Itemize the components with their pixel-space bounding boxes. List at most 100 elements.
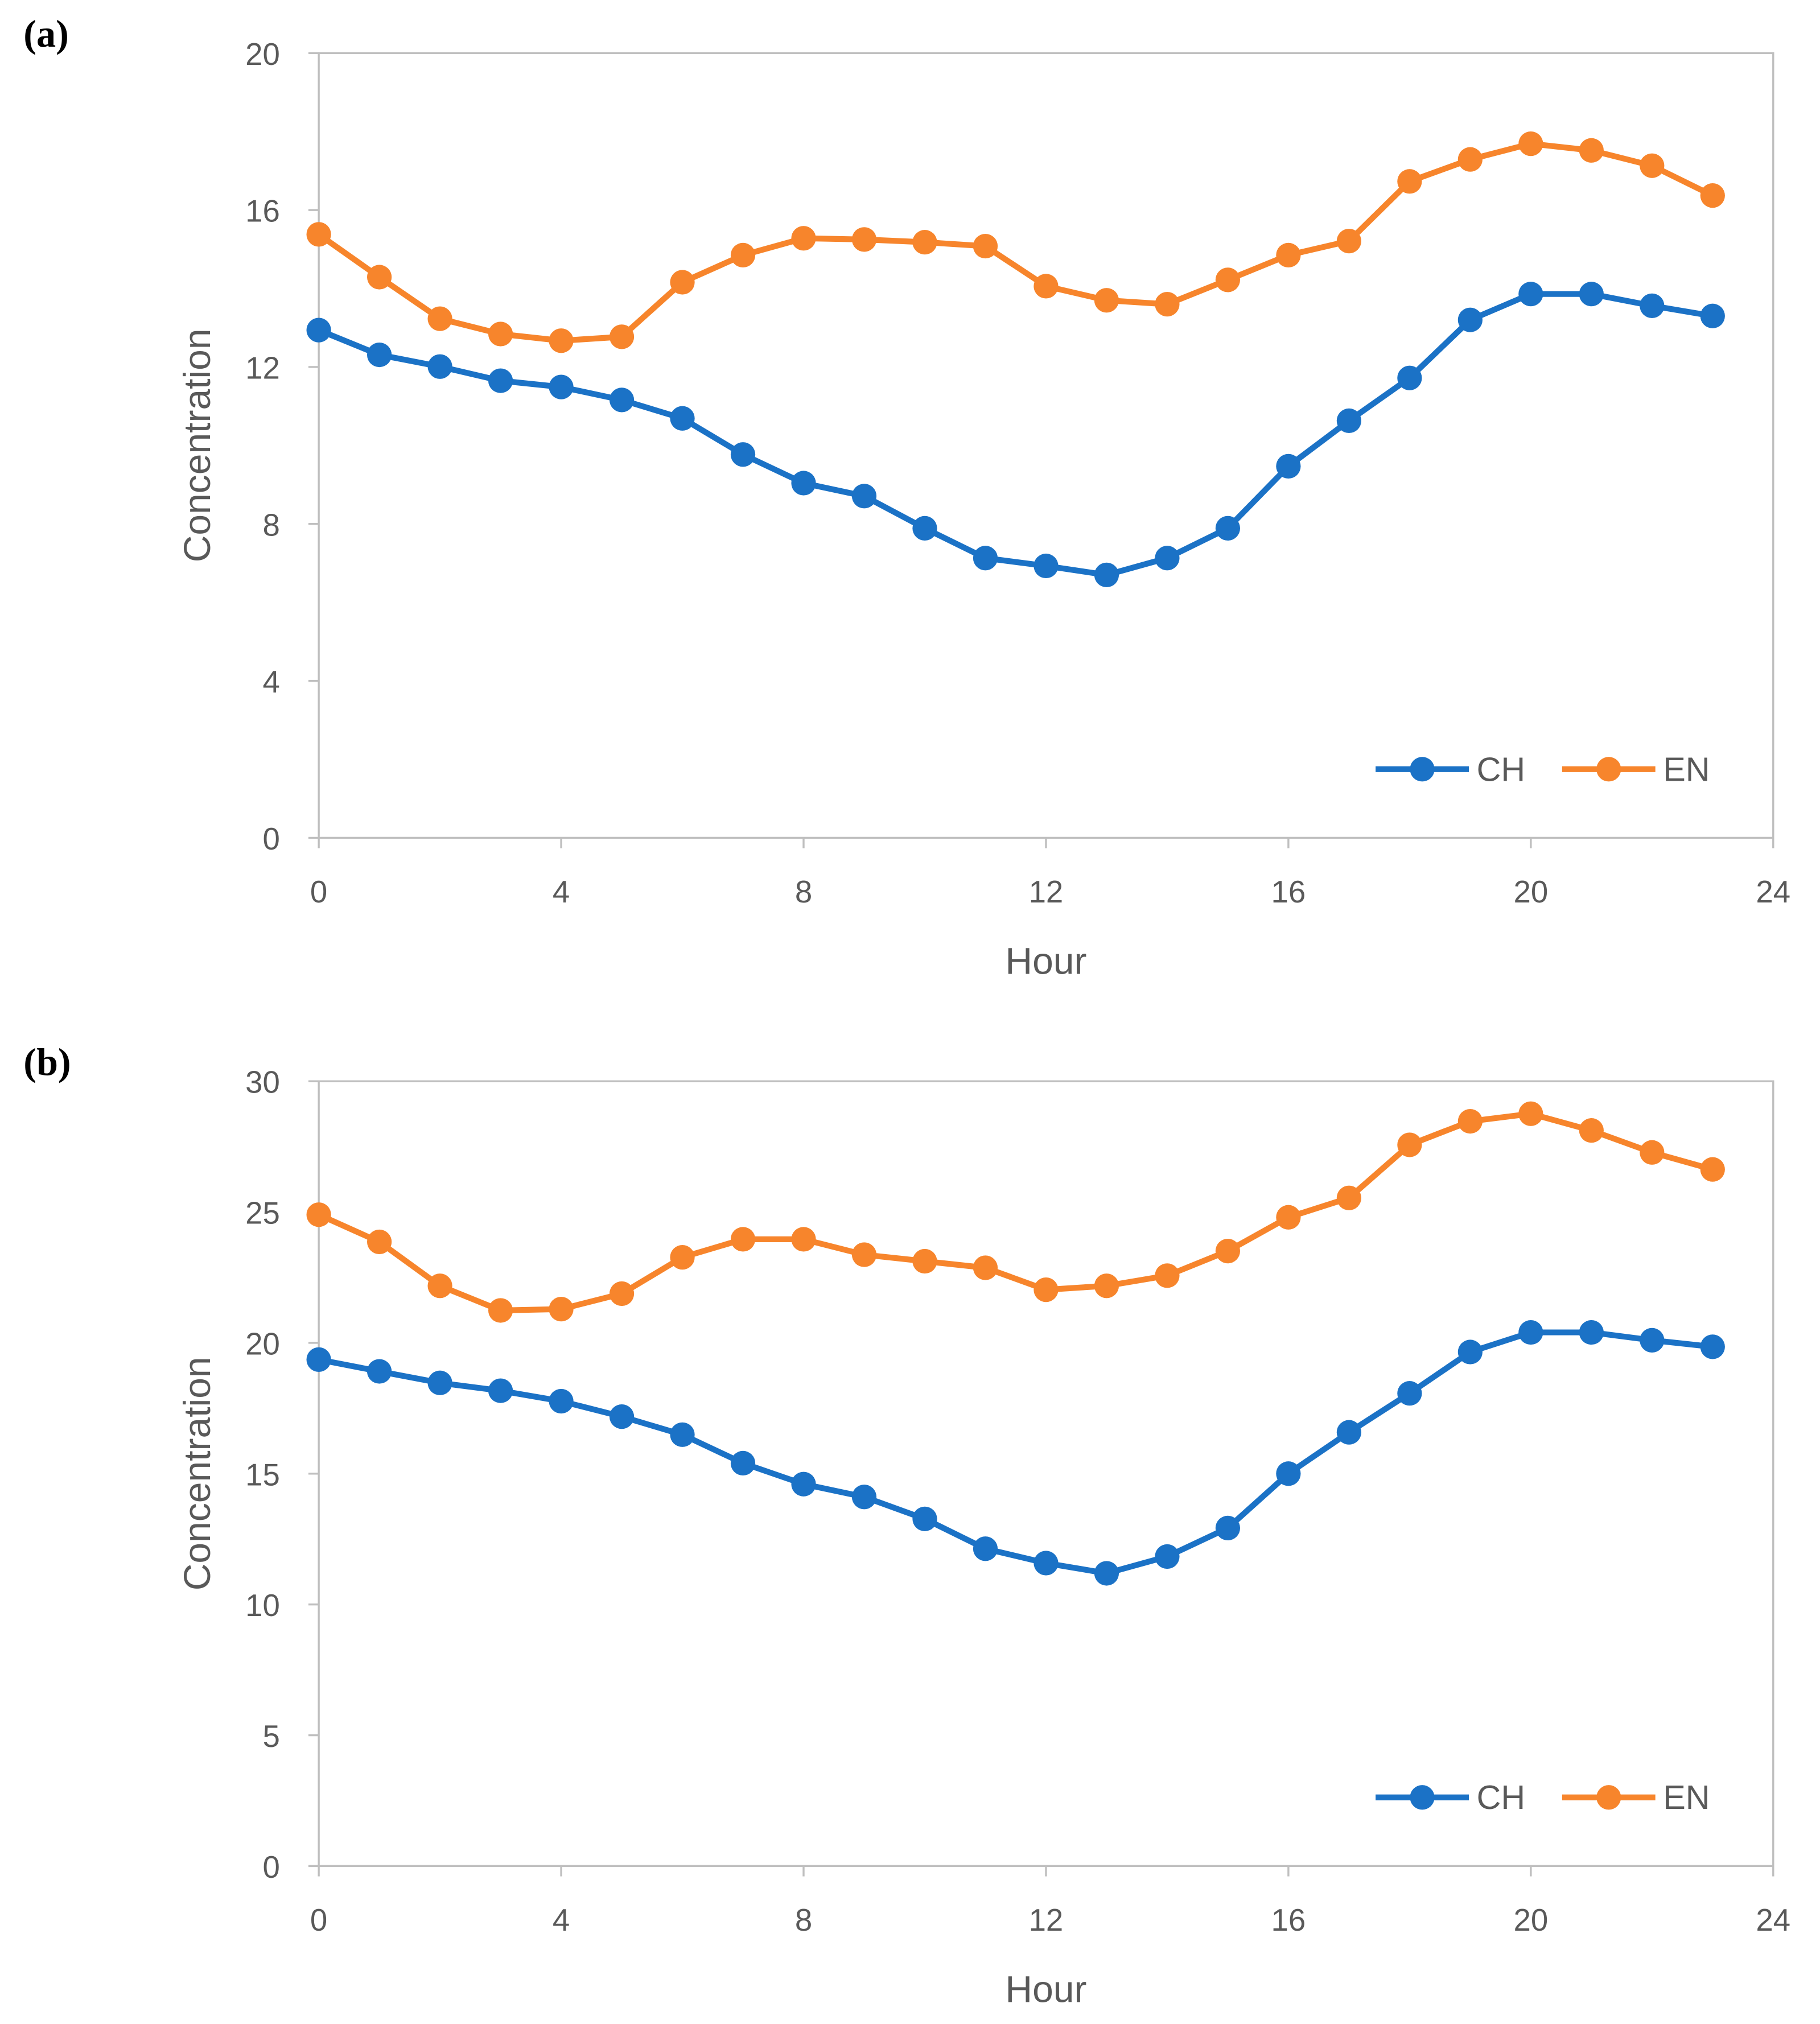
data-point-ch — [851, 484, 877, 509]
data-point-ch — [1033, 1551, 1059, 1576]
data-point-ch — [1640, 1328, 1665, 1353]
data-point-ch — [1700, 303, 1725, 328]
data-point-en — [549, 1297, 574, 1322]
plot-area-border — [318, 1080, 1774, 1868]
data-point-en — [912, 1248, 937, 1274]
data-point-ch — [1215, 1515, 1241, 1541]
data-point-en — [1518, 131, 1543, 156]
data-point-ch — [1457, 307, 1483, 332]
series-en — [306, 131, 1725, 353]
data-point-ch — [1579, 282, 1604, 307]
data-point-ch — [1457, 1339, 1483, 1365]
x-tick-label: 20 — [1513, 1903, 1548, 1938]
data-point-en — [1640, 153, 1665, 178]
data-point-ch — [730, 442, 756, 467]
data-point-en — [367, 1229, 392, 1255]
legend-label-en: EN — [1663, 750, 1710, 788]
data-point-ch — [427, 1370, 452, 1395]
data-point-ch — [851, 1485, 877, 1510]
data-point-en — [1033, 1277, 1059, 1302]
y-tick-label: 20 — [245, 1326, 280, 1361]
data-point-ch — [730, 1450, 756, 1476]
data-point-ch — [1336, 408, 1362, 434]
data-point-ch — [1579, 1320, 1604, 1345]
data-point-ch — [1155, 546, 1180, 571]
legend-marker-ch — [1410, 1785, 1435, 1810]
data-point-ch — [1094, 1561, 1119, 1586]
data-point-en — [1700, 183, 1725, 208]
data-point-en — [306, 222, 331, 247]
x-tick-label: 16 — [1271, 875, 1306, 909]
x-tick-label: 8 — [795, 1903, 812, 1938]
data-point-en — [670, 270, 695, 295]
y-tick-label: 8 — [262, 508, 279, 542]
data-point-en — [973, 1255, 998, 1280]
data-point-ch — [306, 1347, 331, 1372]
legend-label-ch: CH — [1477, 750, 1525, 788]
x-tick-label: 0 — [310, 1903, 327, 1938]
legend: CH EN — [1376, 750, 1710, 788]
chart-panel-b: 0 5 10 15 20 25 30 0 4 8 12 16 20 24 Hour Concentration… — [176, 1065, 1790, 2010]
data-point-ch — [670, 1422, 695, 1447]
data-point-ch — [1155, 1544, 1180, 1569]
legend-label-ch: CH — [1477, 1778, 1525, 1816]
y-axis-label: Concentration — [176, 328, 218, 562]
y-tick-label: 4 — [262, 665, 279, 699]
x-axis-label: Hour — [1005, 1968, 1086, 2010]
legend-marker-en — [1596, 757, 1621, 782]
data-point-en — [488, 321, 513, 347]
y-tick-label: 0 — [262, 1850, 279, 1885]
data-point-en — [1700, 1157, 1725, 1182]
data-point-ch — [1397, 1381, 1422, 1406]
plot-area-border — [318, 52, 1774, 839]
series-line-ch — [318, 1329, 1713, 1577]
panel-label-a: (a) — [23, 12, 69, 55]
data-point-en — [1215, 267, 1241, 292]
y-tick-label: 20 — [245, 37, 280, 72]
data-point-en — [1094, 1273, 1119, 1299]
y-tick-label: 5 — [262, 1719, 279, 1754]
legend-marker-en — [1596, 1785, 1621, 1810]
y-tick-label: 25 — [245, 1196, 280, 1231]
series-en — [306, 1101, 1725, 1323]
data-point-en — [1033, 274, 1059, 299]
x-tick-label: 4 — [553, 875, 570, 909]
data-point-ch — [670, 406, 695, 431]
data-point-en — [851, 1242, 877, 1267]
data-point-ch — [1518, 1320, 1543, 1345]
data-point-en — [1397, 169, 1422, 194]
data-point-en — [730, 1227, 756, 1252]
series-ch — [306, 1320, 1725, 1586]
y-tick-label: 15 — [245, 1457, 280, 1492]
legend-label-en: EN — [1663, 1778, 1710, 1816]
data-point-ch — [791, 1471, 816, 1497]
data-point-en — [791, 226, 816, 251]
data-point-en — [1397, 1132, 1422, 1157]
data-point-en — [1640, 1140, 1665, 1165]
series-line-en — [318, 1111, 1714, 1314]
data-point-ch — [1033, 553, 1059, 579]
data-point-ch — [912, 516, 937, 541]
data-point-ch — [609, 388, 635, 413]
data-point-en — [912, 230, 937, 255]
x-axis-label: Hour — [1005, 939, 1086, 982]
data-point-en — [1457, 147, 1483, 172]
data-point-ch — [1215, 516, 1241, 541]
x-tick-label: 24 — [1756, 1903, 1790, 1938]
chart-panel-a: 0 4 8 12 16 20 0 4 8 12 16 20 24 Hour Concentration CH E… — [176, 37, 1790, 982]
data-point-ch — [427, 354, 452, 379]
x-tick-label: 20 — [1513, 875, 1548, 909]
legend: CH EN — [1376, 1778, 1710, 1816]
data-point-ch — [306, 318, 331, 343]
data-point-en — [488, 1298, 513, 1323]
x-tick-label: 12 — [1029, 1903, 1064, 1938]
data-point-en — [730, 242, 756, 268]
x-tick-label: 16 — [1271, 1903, 1306, 1938]
data-point-ch — [973, 1536, 998, 1561]
data-point-en — [427, 306, 452, 331]
data-point-ch — [1397, 365, 1422, 390]
data-point-ch — [1640, 293, 1665, 318]
data-point-en — [1094, 288, 1119, 313]
series-line-en — [317, 141, 1714, 344]
